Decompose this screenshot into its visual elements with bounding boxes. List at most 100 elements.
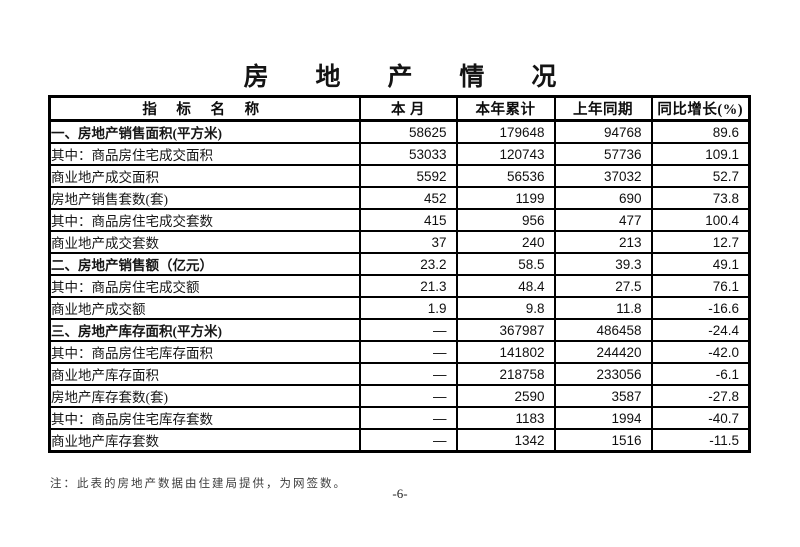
indicator-label: 其中：商品房住宅成交额 — [48, 274, 361, 298]
value-cell: 27.5 — [553, 274, 653, 298]
table-row: 商业地产库存套数 —1342 1516 -11.5 — [48, 428, 751, 453]
table-header-row: 指 标 名 称 本 月 本年累计 上年同期 同比增长(%) — [48, 95, 751, 122]
value-cell: 73.8 — [650, 186, 751, 210]
value-cell: 141802 — [455, 340, 556, 364]
value-cell: 48.4 — [455, 274, 556, 298]
value-cell: 37032 — [553, 164, 653, 188]
header-current-month: 本 月 — [358, 95, 458, 122]
value-cell: 89.6 — [650, 119, 751, 144]
value-cell: 120743 — [455, 142, 556, 166]
value-cell: 956 — [455, 208, 556, 232]
value-cell: 3587 — [553, 384, 653, 408]
value-cell: 37 — [358, 230, 458, 254]
header-yoy-growth: 同比增长(%) — [650, 95, 751, 122]
value-cell: 1994 — [553, 406, 653, 430]
value-cell: 690 — [553, 186, 653, 210]
value-cell: — — [358, 406, 458, 430]
table-body: 一、房地产销售面积(平方米) 58625 179648 94768 89.6 其中：商品房… — [48, 119, 751, 453]
table-row: 商业地产库存面积 —218758 233056 -6.1 — [48, 362, 751, 386]
indicator-label: 商业地产库存面积 — [48, 362, 361, 386]
value-cell: — — [358, 428, 458, 453]
value-cell: 5592 — [358, 164, 458, 188]
table-row: 二、房地产销售额（亿元） 23.2 58.5 39.3 49.1 — [48, 252, 751, 276]
value-cell: 12.7 — [650, 230, 751, 254]
header-year-to-date: 本年累计 — [455, 95, 556, 122]
value-cell: — — [358, 384, 458, 408]
indicator-label: 商业地产成交套数 — [48, 230, 361, 254]
value-cell: 58625 — [358, 119, 458, 144]
indicator-label: 一、房地产销售面积(平方米) — [48, 119, 361, 144]
value-cell: — — [358, 362, 458, 386]
indicator-label: 商业地产库存套数 — [48, 428, 361, 453]
value-cell: 1.9 — [358, 296, 458, 320]
value-cell: -42.0 — [650, 340, 751, 364]
value-cell: 109.1 — [650, 142, 751, 166]
indicator-label: 三、房地产库存面积(平方米) — [48, 318, 361, 342]
table-row: 一、房地产销售面积(平方米) 58625 179648 94768 89.6 — [48, 119, 751, 144]
table-row: 其中：商品房住宅库存面积 —141802 244420 -42.0 — [48, 340, 751, 364]
value-cell: 486458 — [553, 318, 653, 342]
table-row: 三、房地产库存面积(平方米) —367987 486458 -24.4 — [48, 318, 751, 342]
table-row: 其中：商品房住宅成交面积 53033 120743 57736 109.1 — [48, 142, 751, 166]
value-cell: -16.6 — [650, 296, 751, 320]
indicator-label: 商业地产成交额 — [48, 296, 361, 320]
indicator-label: 房地产销售套数(套) — [48, 186, 361, 210]
table-row: 房地产销售套数(套) 452 1199 690 73.8 — [48, 186, 751, 210]
indicator-label: 房地产库存套数(套) — [48, 384, 361, 408]
value-cell: 58.5 — [455, 252, 556, 276]
value-cell: 213 — [553, 230, 653, 254]
indicator-label: 二、房地产销售额（亿元） — [48, 252, 361, 276]
value-cell: -24.4 — [650, 318, 751, 342]
value-cell: — — [358, 318, 458, 342]
value-cell: 57736 — [553, 142, 653, 166]
footnote-text: 注：此表的房地产数据由住建局提供，为网签数。 — [50, 477, 347, 490]
value-cell: 1342 — [455, 428, 556, 453]
value-cell: 1199 — [455, 186, 556, 210]
value-cell: 76.1 — [650, 274, 751, 298]
value-cell: 9.8 — [455, 296, 556, 320]
value-cell: 367987 — [455, 318, 556, 342]
table-row: 其中：商品房住宅库存套数 —1183 1994 -40.7 — [48, 406, 751, 430]
value-cell: 1183 — [455, 406, 556, 430]
value-cell: 415 — [358, 208, 458, 232]
table-row: 其中：商品房住宅成交套数 415 956 477 100.4 — [48, 208, 751, 232]
value-cell: 56536 — [455, 164, 556, 188]
real-estate-stats-table: 指 标 名 称 本 月 本年累计 上年同期 同比增长(%) 一、房地产销售面积(… — [48, 95, 751, 453]
table-row: 商业地产成交套数 37 240 213 12.7 — [48, 230, 751, 254]
value-cell: 52.7 — [650, 164, 751, 188]
value-cell: 53033 — [358, 142, 458, 166]
value-cell: 179648 — [455, 119, 556, 144]
value-cell: 240 — [455, 230, 556, 254]
table-row: 其中：商品房住宅成交额 21.3 48.4 27.5 76.1 — [48, 274, 751, 298]
value-cell: 94768 — [553, 119, 653, 144]
indicator-label: 商业地产成交面积 — [48, 164, 361, 188]
value-cell: 1516 — [553, 428, 653, 453]
header-indicator-name: 指 标 名 称 — [48, 95, 361, 122]
value-cell: 233056 — [553, 362, 653, 386]
value-cell: 100.4 — [650, 208, 751, 232]
value-cell: 49.1 — [650, 252, 751, 276]
value-cell: 2590 — [455, 384, 556, 408]
value-cell: 23.2 — [358, 252, 458, 276]
value-cell: — — [358, 340, 458, 364]
indicator-label: 其中：商品房住宅库存套数 — [48, 406, 361, 430]
value-cell: -27.8 — [650, 384, 751, 408]
value-cell: 477 — [553, 208, 653, 232]
table-row: 商业地产成交面积 5592 56536 37032 52.7 — [48, 164, 751, 188]
header-same-period-last-year: 上年同期 — [553, 95, 653, 122]
table-row: 商业地产成交额 1.9 9.8 11.8 -16.6 — [48, 296, 751, 320]
value-cell: 11.8 — [553, 296, 653, 320]
indicator-label: 其中：商品房住宅库存面积 — [48, 340, 361, 364]
value-cell: 244420 — [553, 340, 653, 364]
indicator-label: 其中：商品房住宅成交套数 — [48, 208, 361, 232]
indicator-label: 其中：商品房住宅成交面积 — [48, 142, 361, 166]
value-cell: 21.3 — [358, 274, 458, 298]
value-cell: 452 — [358, 186, 458, 210]
page-number: -6- — [392, 486, 408, 501]
page-title: 房 地 产 情 况 — [243, 62, 577, 91]
value-cell: 218758 — [455, 362, 556, 386]
value-cell: 39.3 — [553, 252, 653, 276]
value-cell: -6.1 — [650, 362, 751, 386]
value-cell: -40.7 — [650, 406, 751, 430]
table-row: 房地产库存套数(套) —2590 3587 -27.8 — [48, 384, 751, 408]
